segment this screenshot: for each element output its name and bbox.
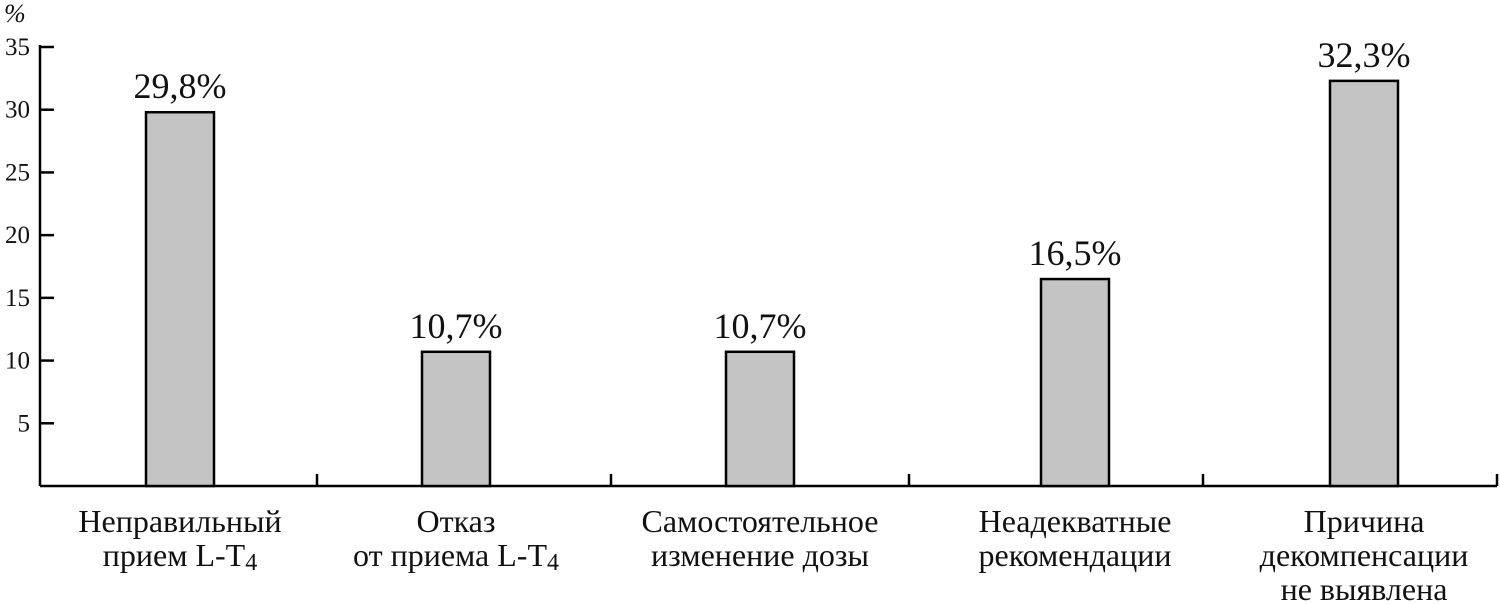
- category-label: не выявлена: [1281, 571, 1448, 604]
- y-tick-label: 10: [5, 348, 30, 375]
- category-label: Неадекватные: [979, 503, 1172, 539]
- data-label: 10,7%: [410, 306, 503, 346]
- bar: [420, 350, 492, 488]
- category-label: от приема L-T4: [353, 537, 559, 576]
- bar: [144, 110, 216, 488]
- category-label: прием L-T4: [103, 537, 257, 576]
- y-tick-label: 20: [5, 222, 30, 249]
- bars: [144, 79, 1400, 488]
- category-label: изменение дозы: [651, 537, 869, 573]
- bar: [1039, 277, 1111, 488]
- category-label: рекомендации: [979, 537, 1172, 573]
- y-tick-label: 5: [18, 410, 31, 437]
- y-tick-label: 35: [5, 34, 30, 61]
- category-label: Отказ: [417, 503, 496, 539]
- data-label: 10,7%: [714, 306, 807, 346]
- bar: [724, 350, 796, 488]
- category-label: Неправильный: [78, 503, 281, 539]
- y-unit-label: %: [4, 0, 26, 28]
- category-label: декомпенсации: [1260, 537, 1469, 573]
- y-tick-label: 25: [5, 159, 30, 186]
- category-label: Самостоятельное: [642, 503, 879, 539]
- y-axis: % 5 10 15 20 25 30 35: [4, 0, 54, 486]
- data-labels: 29,8% 10,7% 10,7% 16,5% 32,3%: [134, 35, 1411, 346]
- data-label: 29,8%: [134, 66, 227, 106]
- data-label: 32,3%: [1318, 35, 1411, 75]
- bar: [1328, 79, 1400, 488]
- data-label: 16,5%: [1029, 233, 1122, 273]
- y-tick-label: 15: [5, 285, 30, 312]
- category-label: Причина: [1304, 503, 1425, 539]
- y-tick-label: 30: [5, 97, 30, 124]
